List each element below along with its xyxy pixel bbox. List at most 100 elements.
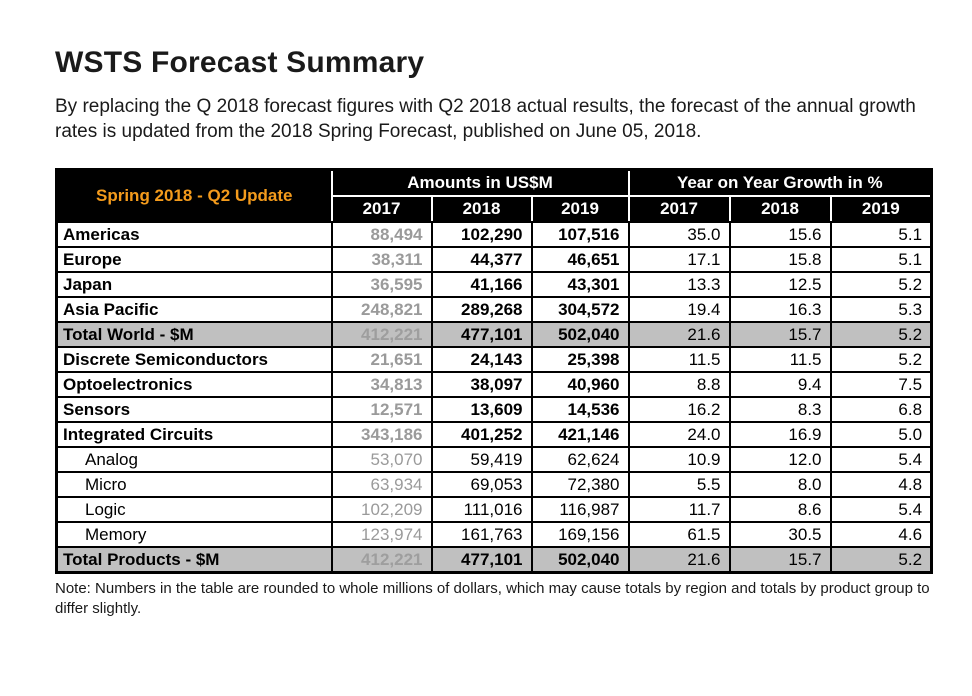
growth-cell-2017: 24.0 [627,421,731,449]
growth-cell-2017: 19.4 [627,296,731,324]
row-label: Total Products - $M [55,546,333,574]
growth-cell-2018: 16.3 [728,296,832,324]
amount-cell-2018: 24,143 [430,346,533,374]
growth-cell-2017: 17.1 [627,246,731,274]
amount-cell-2018: 102,290 [430,221,533,249]
amount-cell-2017: 12,571 [330,396,433,424]
year-header-growth-2018: 2018 [728,195,832,224]
growth-cell-2018: 15.8 [728,246,832,274]
row-label: Memory [55,521,333,549]
year-header-row: 2017 2018 2019 2017 2018 2019 [57,195,933,224]
forecast-table: Spring 2018 - Q2 Update Amounts in US$M … [55,168,934,575]
amount-cell-2019: 72,380 [530,471,630,499]
growth-cell-2017: 21.6 [627,321,731,349]
amount-cell-2018: 161,763 [430,521,533,549]
growth-cell-2018: 12.0 [728,446,832,474]
group-header-growth: Year on Year Growth in % [627,168,933,198]
row-label: Optoelectronics [55,371,333,399]
group-header-row: Spring 2018 - Q2 Update Amounts in US$M … [55,168,933,224]
page: WSTS Forecast Summary By replacing the Q… [55,46,934,617]
amount-cell-2019: 502,040 [530,546,630,574]
growth-cell-2017: 11.5 [627,346,731,374]
amount-cell-2018: 59,419 [430,446,533,474]
amount-cell-2018: 111,016 [430,496,533,524]
amount-cell-2018: 41,166 [430,271,533,299]
amount-cell-2019: 25,398 [530,346,630,374]
growth-cell-2019: 5.4 [829,446,933,474]
table-row: Total World - $M 412,221 477,101 502,040 21.… [55,321,933,349]
amount-cell-2018: 401,252 [430,421,533,449]
amount-cell-2019: 46,651 [530,246,630,274]
amount-cell-2018: 13,609 [430,396,533,424]
growth-cell-2018: 11.5 [728,346,832,374]
table-row: Europe 38,311 44,377 46,651 17.1 15.8 5.1 [55,246,933,274]
row-label: Asia Pacific [55,296,333,324]
growth-cell-2019: 5.0 [829,421,933,449]
row-label: Discrete Semiconductors [55,346,333,374]
table-row: Logic 102,209 111,016 116,987 11.7 8.6 5.4 [55,496,933,524]
amount-cell-2017: 88,494 [330,221,433,249]
year-header-growth-2017: 2017 [627,195,731,224]
year-header-amounts-2018: 2018 [430,195,533,224]
intro-text: By replacing the Q 2018 forecast figures… [55,96,916,143]
growth-cell-2017: 21.6 [627,546,731,574]
growth-cell-2017: 8.8 [627,371,731,399]
growth-cell-2019: 6.8 [829,396,933,424]
row-label: Total World - $M [55,321,333,349]
growth-cell-2017: 61.5 [627,521,731,549]
table-row: Micro 63,934 69,053 72,380 5.5 8.0 4.8 [55,471,933,499]
growth-cell-2019: 5.2 [829,346,933,374]
growth-cell-2018: 15.7 [728,321,832,349]
amount-cell-2017: 248,821 [330,296,433,324]
growth-cell-2017: 5.5 [627,471,731,499]
growth-cell-2017: 16.2 [627,396,731,424]
amount-cell-2017: 36,595 [330,271,433,299]
table-row: Total Products - $M 412,221 477,101 502,040… [55,546,933,574]
amount-cell-2017: 343,186 [330,421,433,449]
amount-cell-2017: 412,221 [330,321,433,349]
growth-cell-2018: 16.9 [728,421,832,449]
growth-cell-2019: 5.2 [829,271,933,299]
amount-cell-2018: 38,097 [430,371,533,399]
amount-cell-2017: 34,813 [330,371,433,399]
year-header-amounts-2019: 2019 [530,195,630,224]
growth-cell-2019: 5.1 [829,221,933,249]
table-row: Japan 36,595 41,166 43,301 13.3 12.5 5.2 [55,271,933,299]
row-label: Integrated Circuits [55,421,333,449]
corner-label: Spring 2018 - Q2 Update [55,168,333,224]
amount-cell-2019: 40,960 [530,371,630,399]
table-row: Sensors 12,571 13,609 14,536 16.2 8.3 6.8 [55,396,933,424]
row-label: Americas [55,221,333,249]
table-row: Memory 123,974 161,763 169,156 61.5 30.5 4.6 [55,521,933,549]
amount-cell-2019: 169,156 [530,521,630,549]
amount-cell-2017: 102,209 [330,496,433,524]
growth-cell-2019: 5.4 [829,496,933,524]
table-body: Americas 88,494 102,290 107,516 35.0 15.6 5.1 E… [55,221,933,574]
amount-cell-2019: 43,301 [530,271,630,299]
amount-cell-2017: 63,934 [330,471,433,499]
table-row: Integrated Circuits 343,186 401,252 421,146… [55,421,933,449]
table-row: Americas 88,494 102,290 107,516 35.0 15.6 5.1 [55,221,933,249]
table-row: Optoelectronics 34,813 38,097 40,960 8.8 9.4 7… [55,371,933,399]
amount-cell-2019: 107,516 [530,221,630,249]
amount-cell-2019: 304,572 [530,296,630,324]
page-title: WSTS Forecast Summary [55,46,425,79]
table-row: Asia Pacific 248,821 289,268 304,572 19.4 16.… [55,296,933,324]
growth-cell-2019: 7.5 [829,371,933,399]
growth-cell-2019: 5.2 [829,321,933,349]
growth-cell-2017: 13.3 [627,271,731,299]
amount-cell-2018: 289,268 [430,296,533,324]
note-text: Note: Numbers in the table are rounded t… [55,580,930,617]
amount-cell-2017: 53,070 [330,446,433,474]
table-row: Discrete Semiconductors 21,651 24,143 25,39… [55,346,933,374]
growth-cell-2017: 35.0 [627,221,731,249]
row-label: Europe [55,246,333,274]
table-row: Analog 53,070 59,419 62,624 10.9 12.0 5.4 [55,446,933,474]
amount-cell-2017: 412,221 [330,546,433,574]
growth-cell-2019: 4.8 [829,471,933,499]
row-label: Sensors [55,396,333,424]
row-label: Analog [55,446,333,474]
growth-cell-2018: 9.4 [728,371,832,399]
growth-cell-2019: 5.2 [829,546,933,574]
growth-cell-2017: 11.7 [627,496,731,524]
